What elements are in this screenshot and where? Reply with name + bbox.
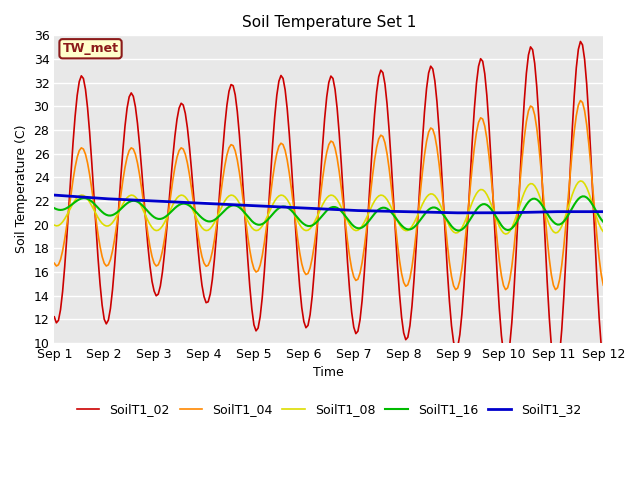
SoilT1_16 xyxy=(292,212,300,218)
SoilT1_08 xyxy=(51,222,58,228)
SoilT1_02 xyxy=(577,38,584,44)
SoilT1_04 xyxy=(51,260,58,266)
SoilT1_02 xyxy=(552,370,559,375)
SoilT1_02 xyxy=(385,127,393,133)
SoilT1_04 xyxy=(600,282,607,288)
Line: SoilT1_32: SoilT1_32 xyxy=(54,195,604,213)
SoilT1_32 xyxy=(600,209,607,215)
SoilT1_08 xyxy=(292,214,300,219)
SoilT1_04 xyxy=(385,166,393,171)
SoilT1_16 xyxy=(385,207,393,213)
Line: SoilT1_08: SoilT1_08 xyxy=(54,181,604,234)
SoilT1_16 xyxy=(470,210,478,216)
SoilT1_16 xyxy=(271,209,278,215)
SoilT1_16 xyxy=(600,219,607,225)
SoilT1_32 xyxy=(568,209,576,215)
SoilT1_04 xyxy=(577,97,584,103)
SoilT1_08 xyxy=(577,178,584,184)
SoilT1_04 xyxy=(568,149,576,155)
SoilT1_16 xyxy=(568,205,576,211)
SoilT1_02 xyxy=(292,226,300,232)
SoilT1_02 xyxy=(562,255,570,261)
SoilT1_08 xyxy=(271,198,278,204)
SoilT1_16 xyxy=(51,205,58,211)
Title: Soil Temperature Set 1: Soil Temperature Set 1 xyxy=(242,15,416,30)
SoilT1_16 xyxy=(579,193,586,199)
SoilT1_32 xyxy=(51,192,58,198)
SoilT1_16 xyxy=(454,228,461,233)
SoilT1_32 xyxy=(271,204,278,210)
Line: SoilT1_16: SoilT1_16 xyxy=(54,196,604,230)
SoilT1_04 xyxy=(452,287,460,292)
SoilT1_08 xyxy=(562,212,570,218)
SoilT1_32 xyxy=(385,208,393,214)
SoilT1_08 xyxy=(385,200,393,206)
SoilT1_08 xyxy=(502,231,509,237)
Y-axis label: Soil Temperature (C): Soil Temperature (C) xyxy=(15,125,28,253)
Text: TW_met: TW_met xyxy=(63,42,118,55)
SoilT1_04 xyxy=(292,219,300,225)
Legend: SoilT1_02, SoilT1_04, SoilT1_08, SoilT1_16, SoilT1_32: SoilT1_02, SoilT1_04, SoilT1_08, SoilT1_… xyxy=(72,398,586,421)
SoilT1_16 xyxy=(562,216,570,222)
SoilT1_32 xyxy=(470,210,478,216)
SoilT1_02 xyxy=(271,114,278,120)
SoilT1_02 xyxy=(468,138,476,144)
SoilT1_08 xyxy=(468,199,476,205)
SoilT1_02 xyxy=(600,361,607,367)
SoilT1_32 xyxy=(562,209,570,215)
SoilT1_02 xyxy=(568,129,576,134)
SoilT1_08 xyxy=(568,192,576,198)
SoilT1_08 xyxy=(600,229,607,235)
X-axis label: Time: Time xyxy=(314,366,344,379)
SoilT1_32 xyxy=(450,210,458,216)
SoilT1_02 xyxy=(51,314,58,320)
SoilT1_32 xyxy=(292,205,300,211)
SoilT1_04 xyxy=(470,144,478,150)
SoilT1_04 xyxy=(562,221,570,227)
Line: SoilT1_02: SoilT1_02 xyxy=(54,41,604,372)
Line: SoilT1_04: SoilT1_04 xyxy=(54,100,604,289)
SoilT1_04 xyxy=(271,161,278,167)
